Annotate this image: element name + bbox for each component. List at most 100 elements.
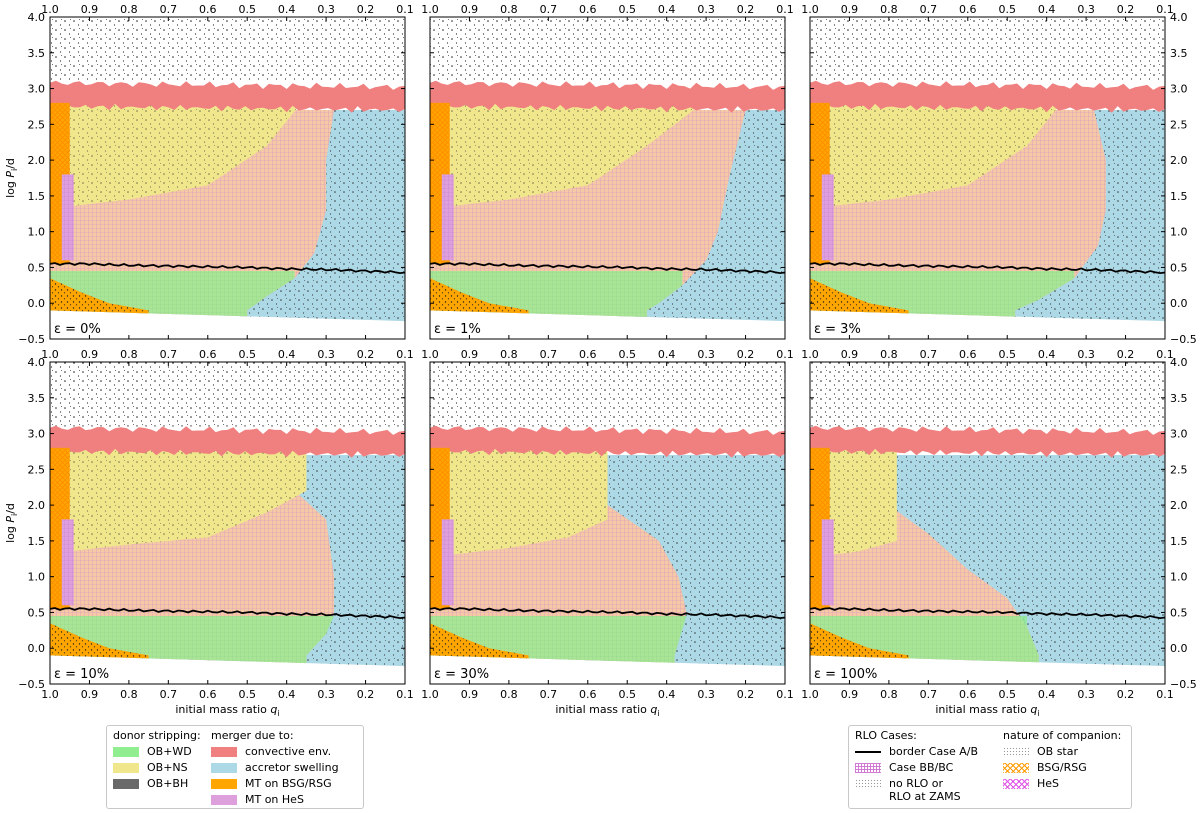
x-tick-label: 0.6: [959, 688, 977, 701]
legend-label-ob-ns: OB+NS: [147, 761, 188, 774]
region-no-rlo: [50, 362, 405, 427]
legend-swatch-swelling: [211, 763, 237, 773]
legend-item-case-bb: Case BB/BC: [855, 761, 953, 774]
y-tick-label-right: 2.0: [1170, 499, 1188, 512]
legend-swatch-border: [855, 751, 881, 753]
y-tick-label: 2.0: [28, 499, 46, 512]
legend-item-mt-hes: MT on HeS: [211, 793, 304, 806]
legend-swatch-hes: [1003, 779, 1029, 789]
y-tick-label-right: 0.5: [1170, 606, 1188, 619]
y-tick-label-right: 2.5: [1170, 463, 1188, 476]
region-convective-env: [430, 425, 785, 458]
epsilon-label: ε = 1%: [434, 322, 481, 337]
legend-item-hes: HeS: [1003, 777, 1059, 790]
x-tick-label-top: 0.5: [238, 3, 256, 16]
x-tick-label-top: 0.4: [658, 3, 676, 16]
region-mt-bsg-bottom-dots: [50, 278, 149, 314]
border-case-ab-line: [430, 607, 785, 620]
x-tick-label-top: 0.1: [1156, 3, 1174, 16]
x-tick-label-top: 0.8: [120, 3, 138, 16]
region-mt-bsg-bottom-dots: [810, 278, 909, 314]
y-tick-label: 2.0: [28, 154, 46, 167]
y-tick-label: −0.5: [18, 333, 45, 346]
x-tick-label-top: 0.4: [278, 3, 296, 16]
x-tick-label-top: 0.7: [920, 3, 938, 16]
region-mt-hes-hatch: [61, 519, 74, 606]
panel-4: 1.0 1.0 0.9 0.9 0.8 0.8 0.7 0.7 0.6 0.6 0.5 0.5 0.4 0…: [4, 348, 414, 718]
x-tick-label-top: 0.3: [1077, 348, 1095, 361]
region-no-rlo: [430, 362, 785, 427]
legend-label-border: border Case A/B: [889, 745, 979, 758]
y-tick-label: 0.0: [28, 642, 46, 655]
x-tick-label: 0.7: [540, 688, 558, 701]
region-mt-hes-hatch: [441, 519, 454, 606]
x-tick-label-top: 0.4: [658, 348, 676, 361]
legend-swatch-mt-hes: [211, 795, 237, 805]
legend-rlo-companion: RLO Cases: nature of companion: border C…: [848, 725, 1132, 809]
x-tick-label-top: 0.5: [238, 348, 256, 361]
x-tick-label-top: 0.1: [396, 3, 414, 16]
legend-swatch-mt-bsg: [211, 779, 237, 789]
legend-label-case-bb: Case BB/BC: [889, 761, 954, 774]
legend-item-convective: convective env.: [211, 745, 331, 758]
x-tick-label: 0.2: [357, 688, 375, 701]
y-tick-label-right: 3.0: [1170, 83, 1188, 96]
x-tick-label: 0.9: [841, 688, 859, 701]
x-tick-label: 0.1: [776, 688, 794, 701]
x-tick-label-top: 1.0: [801, 348, 819, 361]
region-mt-hes-hatch: [821, 519, 834, 606]
x-tick-label-top: 0.8: [880, 348, 898, 361]
region-convective-env: [50, 80, 405, 113]
y-tick-label: 1.0: [28, 571, 46, 584]
x-tick-label: 1.0: [41, 688, 59, 701]
x-tick-label-top: 0.3: [697, 348, 715, 361]
y-tick-label: 2.5: [28, 118, 46, 131]
region-ob-ns-dots: [430, 104, 699, 207]
legend-item-mt-bsg: MT on BSG/RSG: [211, 777, 332, 790]
y-tick-label: 3.0: [28, 428, 46, 441]
legend-label-swelling: accretor swelling: [245, 761, 339, 774]
y-tick-label-right: 3.0: [1170, 428, 1188, 441]
x-tick-label-top: 0.8: [880, 3, 898, 16]
legend-item-ob-bh: OB+BH: [113, 777, 188, 790]
legend-label-no-rlo-line2: RLO at ZAMS: [889, 790, 961, 803]
legend-swatch-ob-ns: [113, 763, 139, 773]
x-tick-label-top: 0.2: [357, 348, 375, 361]
y-tick-label: 1.0: [28, 226, 46, 239]
panel-2: 1.0 0.9 0.8 0.7 0.6 0.5 0.4 0.3 0.2 0.1 ε = 1%: [421, 3, 794, 340]
x-tick-label-top: 0.7: [540, 348, 558, 361]
legend-label-no-rlo-line1: no RLO or: [889, 777, 943, 790]
legend-label-mt-hes: MT on HeS: [245, 793, 304, 806]
axes-frame: [809, 361, 1166, 685]
axes-frame: [429, 361, 786, 685]
y-tick-label-right: −0.5: [1170, 333, 1197, 346]
region-mt-bsg-bottom-dots: [50, 623, 149, 659]
y-tick-label: 0.5: [28, 261, 46, 274]
region-ob-ns-dots: [50, 449, 307, 552]
epsilon-label: ε = 30%: [434, 667, 489, 682]
region-mt-hes-hatch: [61, 174, 74, 261]
region-ob-ns-dots: [810, 104, 1059, 207]
x-tick-label-top: 0.1: [1156, 348, 1174, 361]
x-tick-label-top: 0.1: [776, 3, 794, 16]
x-tick-label-top: 1.0: [801, 3, 819, 16]
x-tick-label-top: 0.2: [1117, 3, 1135, 16]
x-tick-label-top: 0.4: [1038, 3, 1056, 16]
x-tick-label: 1.0: [801, 688, 819, 701]
x-tick-label: 0.7: [160, 688, 178, 701]
x-tick-label-top: 0.6: [579, 3, 597, 16]
x-tick-label-top: 0.2: [357, 3, 375, 16]
legend-swatch-convective: [211, 747, 237, 757]
x-tick-label-top: 0.6: [959, 3, 977, 16]
legend-title-stripping: donor stripping:: [113, 729, 201, 742]
x-tick-label-top: 0.7: [540, 3, 558, 16]
legend-item-bsg-rsg: BSG/RSG: [1003, 761, 1087, 774]
x-tick-label-top: 0.2: [737, 3, 755, 16]
legend-label-ob-bh: OB+BH: [147, 777, 189, 790]
x-tick-label: 0.5: [998, 688, 1016, 701]
x-tick-label: 0.8: [120, 688, 138, 701]
x-tick-label: 0.5: [238, 688, 256, 701]
legend-swatch-ob-bh: [113, 779, 139, 789]
y-tick-label: 3.5: [28, 47, 46, 60]
x-tick-label-top: 0.4: [278, 348, 296, 361]
